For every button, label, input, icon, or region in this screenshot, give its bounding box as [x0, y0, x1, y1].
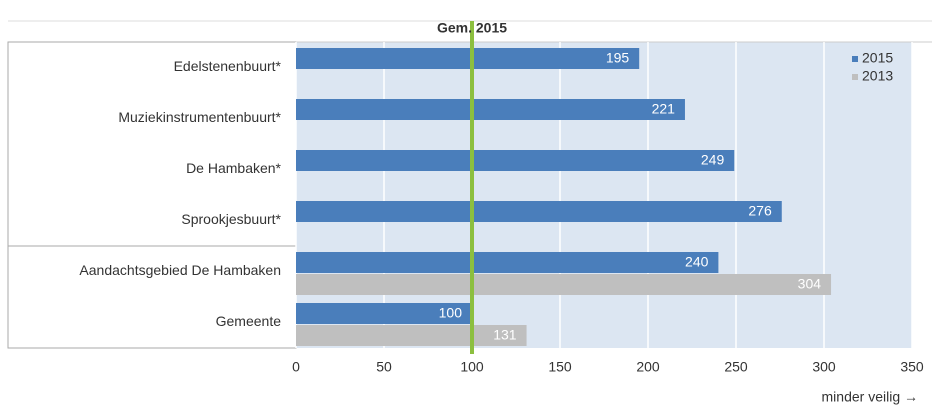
reference-label: Gem. 2015	[437, 20, 507, 36]
bar	[296, 252, 719, 273]
plot-area	[296, 42, 912, 348]
bar	[296, 150, 735, 171]
x-tick-label: 150	[548, 359, 572, 375]
label-panel	[7, 41, 297, 349]
value-label: 249	[701, 152, 725, 168]
bar	[296, 201, 782, 222]
value-label: 240	[685, 254, 709, 270]
legend-swatch	[852, 74, 858, 80]
bar	[296, 325, 527, 346]
bar	[296, 99, 685, 120]
legend-label: 2013	[862, 68, 893, 84]
x-tick-label: 0	[292, 359, 300, 375]
x-tick-label: 300	[812, 359, 836, 375]
value-label: 100	[439, 305, 463, 321]
category-label: Edelstenenbuurt*	[174, 58, 282, 74]
x-tick-label: 350	[900, 359, 924, 375]
bar	[296, 303, 472, 324]
x-tick-label: 200	[636, 359, 660, 375]
legend-label: 2015	[862, 50, 893, 66]
x-tick-label: 250	[724, 359, 748, 375]
category-label: De Hambaken*	[186, 160, 281, 176]
category-label: Muziekinstrumentenbuurt*	[118, 109, 281, 125]
value-label: 131	[493, 327, 517, 343]
value-label: 276	[748, 203, 772, 219]
legend-swatch	[852, 56, 858, 62]
x-tick-label: 50	[376, 359, 392, 375]
value-label: 195	[606, 50, 630, 66]
bar	[296, 274, 832, 295]
value-label: 221	[652, 101, 676, 117]
category-label: Sprookjesbuurt*	[181, 211, 281, 227]
category-label: Aandachtsgebied De Hambaken	[79, 262, 281, 278]
category-label: Gemeente	[216, 313, 282, 329]
x-axis-label: minder veilig →	[822, 389, 918, 405]
value-label: 304	[798, 276, 822, 292]
bar	[296, 48, 640, 69]
x-tick-label: 100	[460, 359, 484, 375]
